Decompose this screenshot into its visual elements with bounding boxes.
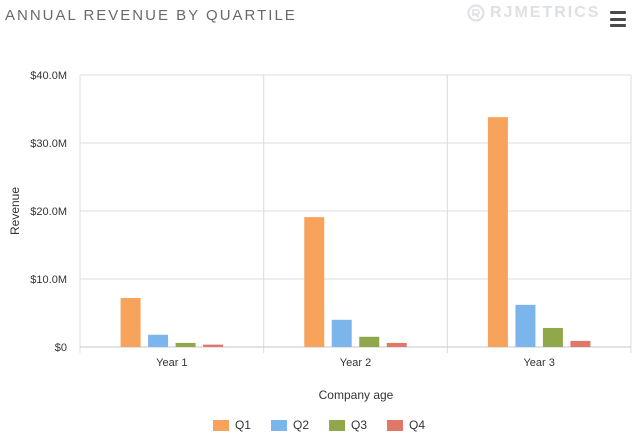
bar-q3-1[interactable] <box>175 342 196 347</box>
bar-q2-1[interactable] <box>148 334 169 347</box>
legend-label: Q3 <box>351 418 368 432</box>
y-tick-label: $30.0M <box>30 138 67 150</box>
chart-legend: Q1 Q2 Q3 Q4 <box>0 418 638 432</box>
rjmetrics-logo: RJMETRICS <box>467 4 600 22</box>
y-tick-label: $20.0M <box>30 206 67 218</box>
y-axis-title: Revenue <box>8 187 22 235</box>
x-axis-title: Company age <box>319 388 394 402</box>
legend-item-q4[interactable]: Q4 <box>387 418 425 432</box>
y-tick-label: $10.0M <box>30 274 67 286</box>
x-tick-label: Year 1 <box>156 357 187 369</box>
legend-label: Q4 <box>409 418 426 432</box>
legend-swatch <box>212 419 229 431</box>
legend-swatch <box>387 419 404 431</box>
logo-text: RJMETRICS <box>490 4 601 21</box>
y-tick-label: $0 <box>55 342 67 354</box>
bar-q4-3[interactable] <box>570 340 591 347</box>
bar-q4-2[interactable] <box>386 342 407 347</box>
bar-q1-1[interactable] <box>120 298 141 347</box>
legend-item-q3[interactable]: Q3 <box>329 418 367 432</box>
y-tick-label: $40.0M <box>30 70 67 82</box>
bars-layer <box>120 117 591 347</box>
x-tick-label: Year 2 <box>340 357 371 369</box>
grid-layer <box>79 74 632 353</box>
logo-mark-icon <box>467 4 485 22</box>
bar-q4-1[interactable] <box>203 344 224 347</box>
legend-item-q1[interactable]: Q1 <box>212 418 251 432</box>
labels-layer: $0 $10.0M $20.0M $30.0M $40.0M Year 1 Year 2 Ye… <box>30 70 555 369</box>
bar-q3-2[interactable] <box>359 336 380 347</box>
chart-title: ANNUAL REVENUE BY QUARTILE <box>5 7 297 24</box>
x-tick-label: Year 3 <box>523 357 554 369</box>
legend-item-q2[interactable]: Q2 <box>270 418 309 432</box>
legend-label: Q1 <box>234 418 251 432</box>
hamburger-menu-icon[interactable] <box>608 10 628 28</box>
bar-q1-2[interactable] <box>304 217 325 347</box>
bar-q2-3[interactable] <box>515 304 536 347</box>
legend-swatch <box>329 419 345 431</box>
legend-swatch <box>270 419 287 431</box>
bar-q3-3[interactable] <box>542 327 563 347</box>
bar-q1-3[interactable] <box>487 117 508 347</box>
legend-label: Q2 <box>292 418 309 432</box>
bar-q2-2[interactable] <box>331 319 352 347</box>
